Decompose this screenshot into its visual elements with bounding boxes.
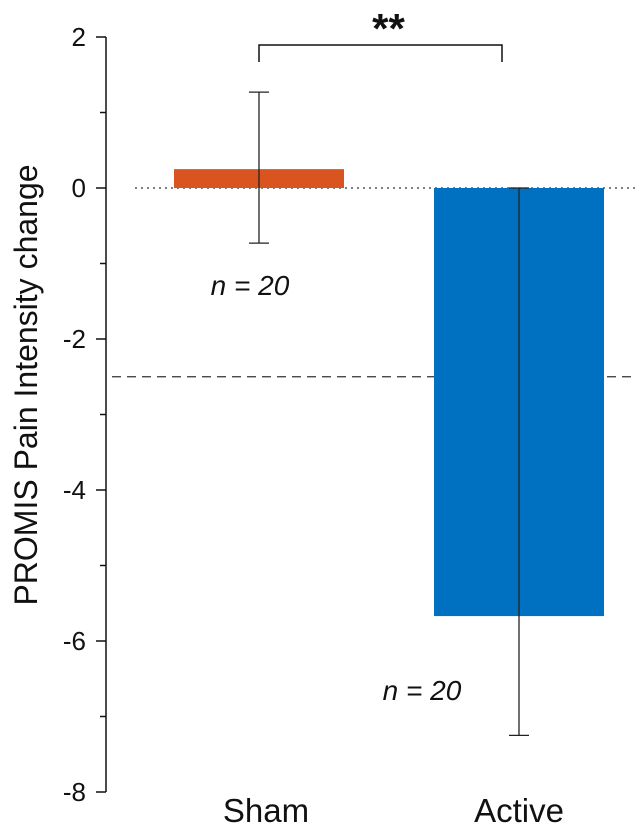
sample-size-label: n = 20 [383,675,462,706]
significance-bracket-line [258,44,503,62]
significance-label: ** [372,5,405,52]
y-axis: 2 0 -2 -4 -6 -8 [63,22,107,807]
y-tick-label: 0 [72,173,86,203]
y-tick-label: -6 [63,626,86,656]
error-bars [249,91,529,737]
x-category-label: Active [474,792,564,829]
category-labels: Sham n = 20 Active n = 20 [211,270,564,829]
y-tick-label: 2 [72,22,86,52]
y-tick-label: -2 [63,324,86,354]
y-tick-label: -8 [63,777,86,807]
sample-size-label: n = 20 [211,270,290,301]
bars [174,169,604,617]
y-axis-label: PROMIS Pain Intensity change [8,164,44,605]
y-tick-label: -4 [63,475,86,505]
significance-bracket: ** [258,5,503,62]
x-category-label: Sham [223,792,309,829]
